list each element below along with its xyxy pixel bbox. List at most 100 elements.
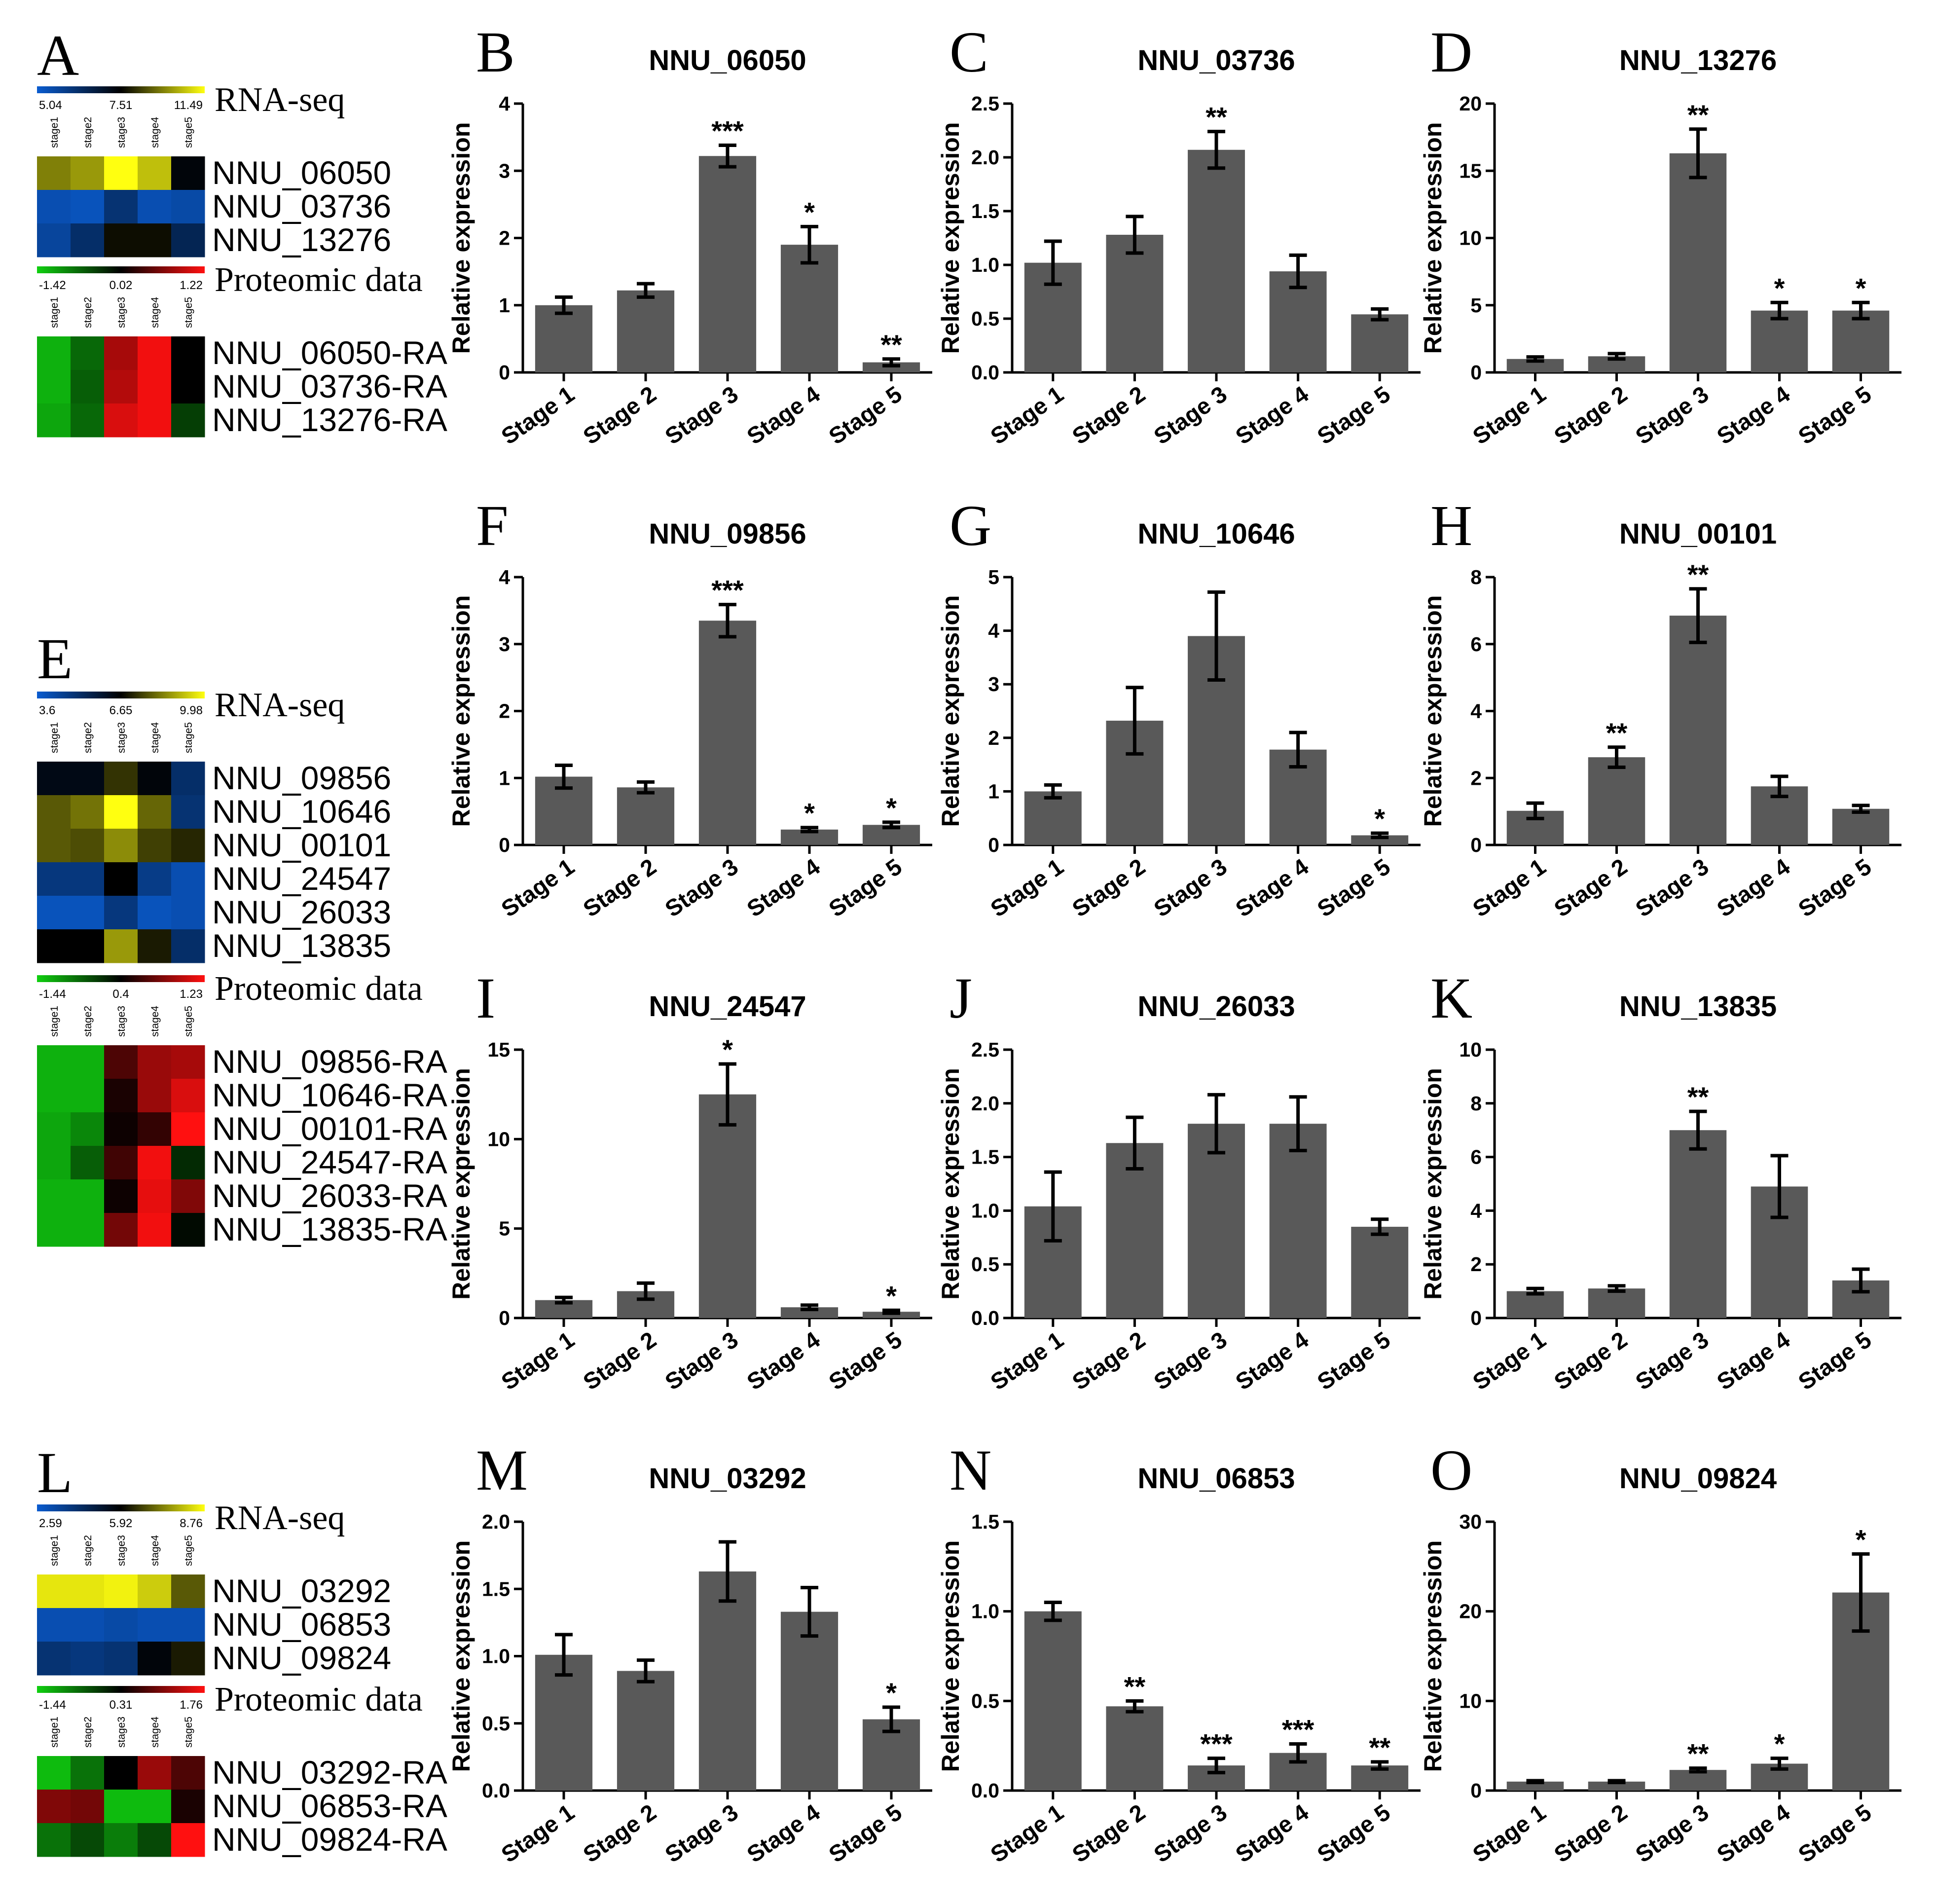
chart-title: NNU_03292 (649, 1463, 806, 1495)
column-label: stage2 (82, 1717, 94, 1748)
panel-label: D (1430, 20, 1472, 84)
x-tick-label: Stage 3 (1631, 853, 1713, 922)
column-label: stage4 (149, 297, 161, 328)
column-label: stage1 (49, 117, 60, 148)
heatmap-cell (138, 1079, 172, 1113)
x-tick-label: Stage 3 (1149, 1326, 1231, 1395)
x-tick-label: Stage 3 (660, 381, 742, 449)
heatmap-cell (104, 896, 138, 930)
column-label: stage3 (116, 1006, 127, 1037)
row-label: NNU_10646 (212, 793, 391, 830)
column-label: stage5 (183, 722, 194, 753)
heatmap-cell (37, 1179, 71, 1213)
proteomic-color-scale (37, 975, 205, 982)
heatmap-cell (104, 336, 138, 370)
chart-N: N NNU_06853 Relative expression 0.0 0.5 1.0 1.… (937, 1438, 1421, 1867)
panel-label: H (1430, 493, 1472, 558)
chart-J: J NNU_26033 Relative expression 0.0 0.5 1.0 1.… (937, 966, 1421, 1395)
panel-label: I (476, 966, 495, 1030)
heatmap-cell (104, 370, 138, 404)
panel-label: J (950, 966, 972, 1030)
heatmap-cell (104, 829, 138, 863)
panel-label: G (950, 493, 991, 558)
heatmap-cell (71, 1112, 105, 1146)
y-axis-label: Relative expression (447, 1540, 475, 1772)
bar (1024, 791, 1082, 845)
y-tick-label: 2 (499, 227, 510, 250)
significance-mark: * (1374, 803, 1385, 834)
chart-I: I NNU_24547 Relative expression 0 5 10 15 Stage… (447, 966, 932, 1395)
heatmap-cell (71, 1642, 105, 1676)
bar (617, 787, 675, 845)
heatmap-cell (37, 1045, 71, 1079)
heatmap-cell (171, 1213, 205, 1247)
bar (1588, 1288, 1645, 1318)
scale-value: -1.44 (39, 1698, 66, 1712)
scale-value: 0.02 (110, 279, 133, 292)
y-tick-label: 1.0 (971, 1199, 999, 1222)
bar (780, 245, 839, 372)
x-tick-label: Stage 4 (742, 1326, 824, 1395)
proteomic-title: Proteomic data (215, 261, 423, 299)
y-tick-label: 0 (1470, 1307, 1482, 1329)
bar (535, 1654, 593, 1791)
heatmap-cell (71, 1574, 105, 1609)
y-tick-label: 2.5 (971, 1038, 999, 1061)
y-tick-label: 0.0 (971, 1307, 999, 1329)
y-tick-label: 1.0 (971, 254, 999, 276)
heatmap-cell (171, 1574, 205, 1609)
bar (1106, 1706, 1164, 1791)
y-tick-label: 6 (1470, 633, 1482, 656)
y-tick-label: 20 (1459, 1600, 1482, 1623)
heatmap-cell (138, 896, 172, 930)
x-tick-label: Stage 1 (1468, 853, 1550, 922)
heatmap-cell (104, 762, 138, 796)
y-tick-label: 4 (1470, 1199, 1482, 1222)
row-label: NNU_03292-RA (212, 1754, 447, 1791)
y-tick-label: 1 (499, 767, 510, 789)
x-tick-label: Stage 5 (824, 853, 906, 922)
heatmap-cell (71, 1045, 105, 1079)
heatmap-cell (37, 1823, 71, 1857)
x-tick-label: Stage 3 (660, 1799, 742, 1867)
column-label: stage2 (82, 117, 94, 148)
proteomic-color-scale (37, 266, 205, 273)
heatmap-cell (37, 929, 71, 963)
significance-mark: ** (1124, 1671, 1146, 1702)
heatmap-cell (171, 403, 205, 438)
x-tick-label: Stage 5 (1793, 853, 1876, 922)
heatmap-panel-A: A RNA-seq 5.04 7.51 11.49 stage1 stage2 stage3 s… (37, 23, 447, 438)
y-tick-label: 0 (499, 1307, 510, 1329)
y-tick-label: 15 (1459, 159, 1482, 182)
y-axis-label: Relative expression (1419, 122, 1447, 354)
x-tick-label: Stage 1 (986, 853, 1068, 922)
chart-B: B NNU_06050 Relative expression 0 1 2 3 4 Stage … (447, 20, 932, 449)
column-label: stage3 (116, 1535, 127, 1566)
scale-value: 1.76 (180, 1698, 203, 1712)
row-label: NNU_13276-RA (212, 402, 447, 438)
y-tick-label: 1 (988, 780, 999, 803)
column-label: stage4 (149, 1717, 161, 1748)
bar (617, 1671, 675, 1791)
heatmap-cell (104, 1823, 138, 1857)
y-tick-label: 1 (499, 294, 510, 317)
y-tick-label: 3 (499, 159, 510, 182)
chart-title: NNU_00101 (1619, 518, 1777, 550)
heatmap-cell (171, 336, 205, 370)
heatmap-cell (138, 156, 172, 190)
heatmap-cell (71, 1179, 105, 1213)
bar (1506, 1291, 1564, 1318)
chart-C: C NNU_03736 Relative expression 0.0 0.5 1.0 1.… (937, 20, 1421, 449)
panel-label: M (476, 1438, 528, 1502)
significance-mark: * (804, 196, 815, 227)
y-tick-label: 1.5 (482, 1577, 510, 1600)
x-tick-label: Stage 3 (660, 853, 742, 922)
chart-title: NNU_06050 (649, 44, 806, 76)
column-label: stage1 (49, 297, 60, 328)
significance-mark: * (804, 798, 815, 829)
heatmap-cell (138, 1642, 172, 1676)
heatmap-cell (171, 829, 205, 863)
y-tick-label: 20 (1459, 92, 1482, 115)
rna-seq-color-scale (37, 1504, 205, 1511)
y-tick-label: 1.5 (971, 1146, 999, 1169)
